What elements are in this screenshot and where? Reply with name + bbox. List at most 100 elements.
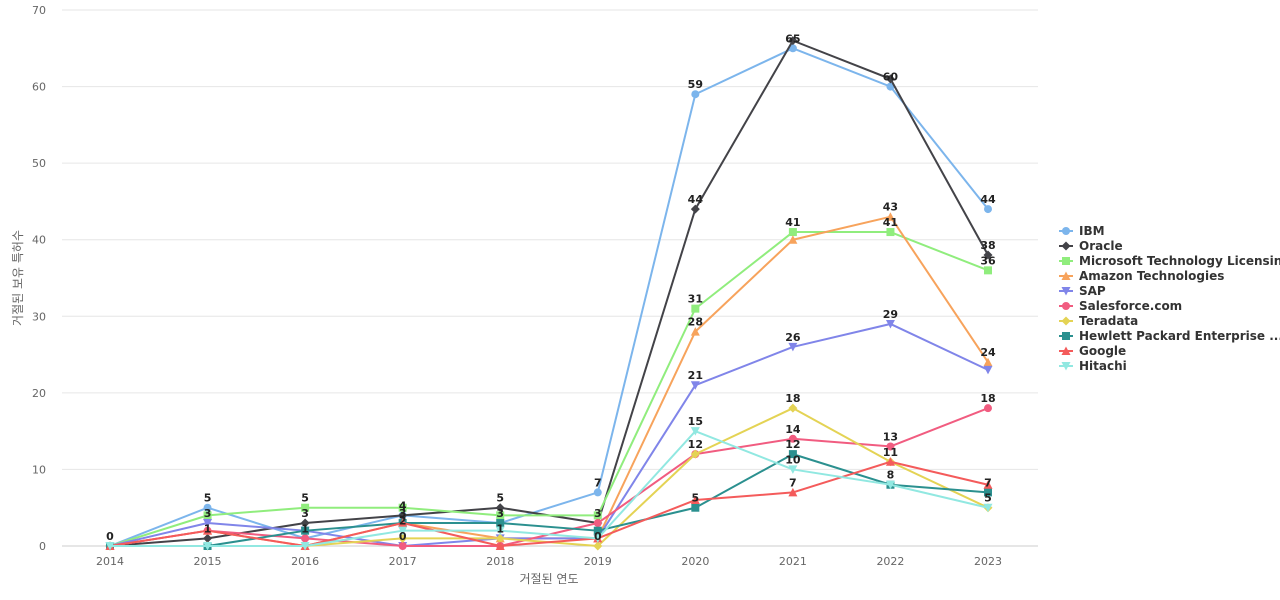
data-point[interactable] — [398, 526, 408, 536]
data-point[interactable] — [300, 518, 310, 528]
data-point[interactable] — [788, 36, 798, 46]
data-point[interactable] — [788, 235, 798, 244]
data-point[interactable] — [984, 205, 992, 214]
data-point[interactable] — [983, 357, 993, 367]
legend-item[interactable]: Oracle — [1059, 239, 1123, 253]
data-point[interactable] — [203, 519, 213, 528]
data-point[interactable] — [885, 457, 895, 466]
data-point[interactable] — [984, 266, 992, 275]
data-label: 24 — [980, 346, 996, 359]
data-point[interactable] — [690, 327, 700, 336]
data-point[interactable] — [984, 488, 992, 497]
data-point[interactable] — [788, 342, 798, 352]
data-point[interactable] — [886, 228, 895, 237]
data-point[interactable] — [301, 526, 310, 535]
series-line[interactable] — [109, 322, 989, 547]
data-point[interactable] — [788, 228, 797, 237]
data-point[interactable] — [593, 488, 602, 497]
legend-label: IBM — [1079, 224, 1105, 238]
data-point[interactable] — [885, 319, 895, 329]
data-point[interactable] — [301, 503, 310, 512]
legend-item[interactable]: Hewlett Packard Enterprise ... — [1059, 329, 1280, 343]
data-label: 5 — [692, 492, 700, 505]
legend-item[interactable]: Teradata — [1059, 314, 1138, 328]
legend-item[interactable]: Hitachi — [1059, 359, 1127, 373]
y-axis-title: 거절된 보유 특허수 — [11, 230, 25, 326]
data-label: 11 — [883, 446, 898, 459]
data-point[interactable] — [983, 480, 993, 489]
legend-label: Oracle — [1079, 239, 1123, 253]
data-point[interactable] — [690, 427, 700, 436]
data-label: 26 — [785, 331, 801, 344]
data-point[interactable] — [398, 542, 407, 550]
legend-item[interactable]: Google — [1059, 344, 1126, 358]
legend-marker — [1061, 316, 1071, 326]
y-tick-label: 70 — [32, 4, 46, 17]
data-point[interactable] — [788, 44, 797, 53]
data-point[interactable] — [983, 365, 993, 375]
data-point[interactable] — [690, 449, 700, 459]
data-point[interactable] — [398, 503, 407, 512]
data-point[interactable] — [105, 542, 115, 551]
data-point[interactable] — [690, 495, 700, 505]
data-point[interactable] — [983, 503, 993, 513]
data-point[interactable] — [984, 404, 992, 413]
legend-item[interactable]: Amazon Technologies — [1059, 269, 1224, 283]
legend-item[interactable]: Salesforce.com — [1059, 299, 1182, 313]
data-point[interactable] — [203, 542, 213, 551]
data-point[interactable] — [495, 526, 505, 536]
data-point[interactable] — [885, 74, 895, 84]
legend-item[interactable]: Microsoft Technology Licensing — [1059, 254, 1280, 268]
data-point[interactable] — [398, 533, 408, 543]
data-point[interactable] — [690, 204, 700, 214]
data-point[interactable] — [593, 519, 602, 528]
series-line[interactable] — [109, 231, 989, 547]
data-point[interactable] — [593, 534, 603, 543]
data-point[interactable] — [496, 519, 505, 528]
data-point[interactable] — [495, 541, 505, 551]
data-point[interactable] — [788, 403, 798, 413]
data-point[interactable] — [885, 480, 895, 490]
data-point[interactable] — [886, 442, 895, 451]
data-point[interactable] — [593, 511, 602, 520]
series-line[interactable] — [109, 47, 989, 547]
data-label: 31 — [688, 293, 703, 306]
legend-marker — [1061, 362, 1071, 371]
data-point[interactable] — [788, 450, 797, 459]
legend-item[interactable]: IBM — [1059, 224, 1105, 238]
data-point[interactable] — [398, 510, 408, 520]
data-point[interactable] — [691, 503, 700, 512]
data-point[interactable] — [788, 465, 798, 474]
data-label: 5 — [496, 492, 504, 505]
data-point[interactable] — [691, 90, 700, 99]
legend-label: Salesforce.com — [1079, 299, 1182, 313]
data-point[interactable] — [203, 533, 213, 543]
data-point[interactable] — [691, 304, 700, 313]
legend-label: Google — [1079, 344, 1126, 358]
data-point[interactable] — [203, 511, 212, 520]
series-line[interactable] — [110, 430, 989, 547]
series-lines — [105, 36, 993, 551]
series-line[interactable] — [109, 39, 989, 547]
data-point[interactable] — [301, 534, 310, 543]
data-point[interactable] — [496, 511, 505, 520]
data-point[interactable] — [885, 212, 895, 221]
data-point[interactable] — [495, 503, 505, 513]
legend-marker — [1062, 332, 1070, 340]
data-point[interactable] — [203, 526, 213, 535]
data-point[interactable] — [788, 487, 798, 497]
data-point[interactable] — [788, 434, 797, 443]
series-line[interactable] — [109, 215, 989, 547]
data-point[interactable] — [398, 518, 408, 528]
data-point[interactable] — [593, 541, 603, 551]
legend-item[interactable]: SAP — [1059, 284, 1106, 298]
data-point[interactable] — [593, 526, 602, 535]
series-teradata — [105, 403, 993, 551]
data-point[interactable] — [300, 542, 310, 551]
data-point[interactable] — [203, 503, 212, 512]
y-tick-label: 20 — [32, 387, 46, 400]
data-point[interactable] — [983, 250, 993, 260]
data-point[interactable] — [495, 533, 505, 543]
data-point[interactable] — [690, 381, 700, 390]
